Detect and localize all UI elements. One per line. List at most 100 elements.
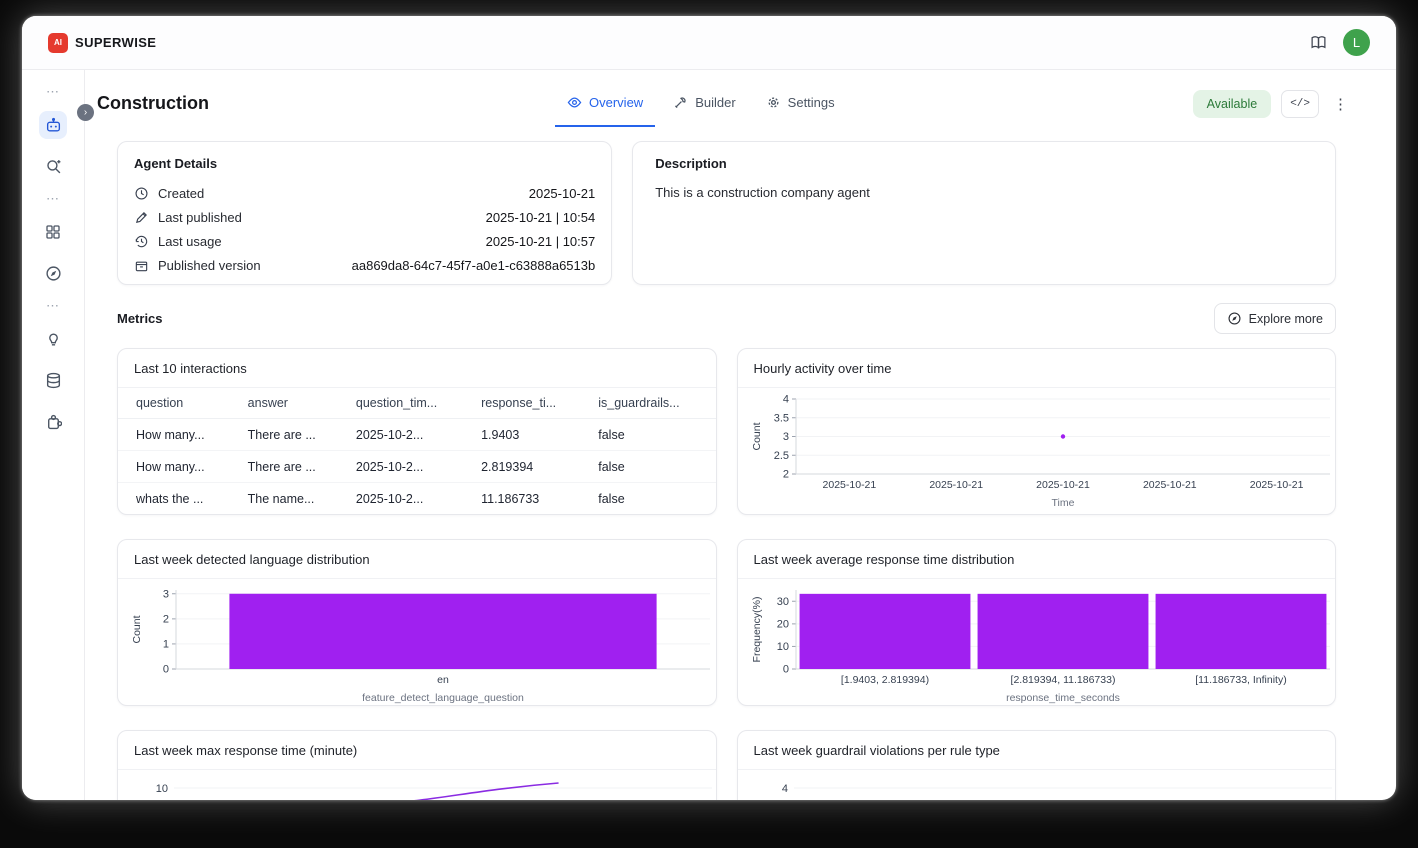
page-title: Construction <box>97 93 209 113</box>
history-icon <box>134 234 149 249</box>
status-badge[interactable]: Available <box>1192 90 1272 118</box>
svg-text:2025-10-21: 2025-10-21 <box>929 479 983 491</box>
sidebar-item-integrations[interactable] <box>39 407 67 435</box>
guardrail-violations-card: Last week guardrail violations per rule … <box>736 730 1336 800</box>
detail-row-last-usage: Last usage 2025-10-21 | 10:57 <box>134 229 595 253</box>
detail-row-last-published: Last published 2025-10-21 | 10:54 <box>134 205 595 229</box>
description-card: Description This is a construction compa… <box>632 141 1336 285</box>
explore-compass-icon <box>1227 311 1242 326</box>
sidebar-item-agents[interactable] <box>39 111 67 139</box>
svg-text:[2.819394, 11.186733): [2.819394, 11.186733) <box>1010 674 1115 686</box>
sidebar-item-explore[interactable] <box>39 259 67 287</box>
cell: There are ... <box>239 450 348 483</box>
svg-text:10: 10 <box>776 641 788 653</box>
tab-bar: Overview Builder <box>555 86 847 127</box>
detail-row-published-version: Published version aa869da8-64c7-45f7-a0e… <box>134 253 595 277</box>
cell: 2025-10-2... <box>347 418 474 451</box>
database-icon <box>45 372 62 389</box>
sidebar-section-ellipsis-top: ⋯ <box>46 84 60 99</box>
cell: 2025-10-2... <box>355 491 424 506</box>
svg-text:3: 3 <box>782 431 788 443</box>
svg-text:2.5: 2.5 <box>773 450 788 462</box>
response-time-distribution-chart: 0 10 20 30 Frequency(%) [1.9403, 2.819394) [2.… <box>738 579 1336 705</box>
metrics-header: Metrics Explore more <box>117 303 1336 334</box>
detail-value-last-published: 2025-10-21 | 10:54 <box>485 209 596 225</box>
svg-text:Count: Count <box>751 422 763 450</box>
table-row[interactable]: whats the ... The name... 2025-10-2... 1… <box>118 483 716 515</box>
detail-value-published-version: aa869da8-64c7-45f7-a0e1-c63888a6513b <box>351 257 596 273</box>
lightbulb-icon <box>45 331 62 348</box>
response-time-distribution-card: Last week average response time distribu… <box>736 539 1336 706</box>
table-row[interactable]: How many... There are ... 2025-10-2... 1… <box>118 418 716 451</box>
pencil-icon <box>134 210 149 225</box>
detail-label-last-usage: Last usage <box>158 233 222 249</box>
eye-icon <box>567 95 582 110</box>
cell: 2025-10-2... <box>347 450 474 483</box>
svg-text:en: en <box>437 674 449 686</box>
svg-text:Time: Time <box>1051 497 1074 509</box>
description-title: Description <box>655 156 727 171</box>
table-row[interactable]: How many... There are ... 2025-10-2... 2… <box>118 450 716 483</box>
svg-text:4: 4 <box>782 394 788 406</box>
hourly-activity-card: Hourly activity over time 2 2.5 3 3.5 4 Count… <box>736 348 1336 515</box>
response-time-distribution-title: Last week average response time distribu… <box>737 540 1335 579</box>
language-distribution-card: Last week detected language distribution… <box>117 539 717 706</box>
tab-settings-label: Settings <box>787 95 835 110</box>
svg-text:20: 20 <box>776 618 788 630</box>
tab-builder-label: Builder <box>695 95 736 110</box>
cell: 1.9403 <box>473 418 591 451</box>
brand: AI SUPERWISE <box>48 32 157 53</box>
agent-details-title: Agent Details <box>134 156 218 171</box>
tab-builder[interactable]: Builder <box>661 86 747 127</box>
sidebar-item-datasets[interactable] <box>39 366 67 394</box>
svg-text:[1.9403, 2.819394): [1.9403, 2.819394) <box>840 674 928 686</box>
code-button[interactable]: </> <box>1281 90 1319 118</box>
package-icon <box>134 258 149 273</box>
robot-icon <box>45 117 62 134</box>
cell: false <box>590 450 716 483</box>
kebab-menu-button[interactable]: ⋮ <box>1329 91 1352 117</box>
sidebar-section-ellipsis-mid: ⋯ <box>46 191 60 206</box>
cell: false <box>598 491 625 506</box>
svg-text:feature_detect_language_questi: feature_detect_language_question <box>362 692 524 704</box>
explore-more-button[interactable]: Explore more <box>1213 303 1336 334</box>
tab-settings[interactable]: Settings <box>754 86 847 127</box>
tab-overview[interactable]: Overview <box>555 86 656 127</box>
sidebar-expand-button[interactable]: › <box>77 104 94 121</box>
col-question-time: question_tim... <box>347 388 474 419</box>
last-10-interactions-card: Last 10 interactions question answer que… <box>117 348 717 515</box>
sidebar-item-apps[interactable] <box>39 218 67 246</box>
interactions-title: Last 10 interactions <box>118 349 716 388</box>
cell: There are ... <box>239 418 348 451</box>
detail-label-published-version: Published version <box>158 257 261 273</box>
max-response-time-card: Last week max response time (minute) 10 <box>117 730 717 800</box>
col-question: question <box>118 388 240 419</box>
gear-icon <box>766 95 781 110</box>
docs-button[interactable] <box>1310 34 1327 51</box>
detail-row-created: Created 2025-10-21 <box>134 181 595 205</box>
col-is-guardrails: is_guardrails... <box>590 388 716 419</box>
sidebar-item-search[interactable] <box>39 152 67 180</box>
svg-text:2025-10-21: 2025-10-21 <box>1142 479 1196 491</box>
book-icon <box>1310 34 1327 51</box>
cell: How many... <box>118 418 240 451</box>
puzzle-icon <box>45 413 62 430</box>
svg-text:2025-10-21: 2025-10-21 <box>1249 479 1303 491</box>
description-text: This is a construction company agent <box>655 185 870 200</box>
page-actions: Available </> ⋮ <box>1192 86 1352 118</box>
tab-overview-label: Overview <box>589 95 644 110</box>
user-avatar[interactable]: L <box>1343 29 1370 56</box>
col-answer: answer <box>239 388 348 419</box>
svg-text:0: 0 <box>163 664 169 676</box>
agent-details-card: Agent Details Created 2025-10-21 <box>117 141 613 285</box>
svg-text:Frequency(%): Frequency(%) <box>751 597 763 663</box>
hourly-activity-chart: 2 2.5 3 3.5 4 Count 2025-10-21 2025-10-21 2025-1… <box>738 388 1336 510</box>
detail-value-created: 2025-10-21 <box>528 185 596 201</box>
sidebar-item-insights[interactable] <box>39 325 67 353</box>
detail-value-last-usage: 2025-10-21 | 10:57 <box>485 233 596 249</box>
guardrail-violations-chart: 4 <box>738 770 1336 800</box>
detail-label-created: Created <box>158 185 205 201</box>
superwise-logo-icon: AI <box>48 32 68 53</box>
brand-name: SUPERWISE <box>75 35 157 50</box>
detail-label-last-published: Last published <box>158 209 242 225</box>
